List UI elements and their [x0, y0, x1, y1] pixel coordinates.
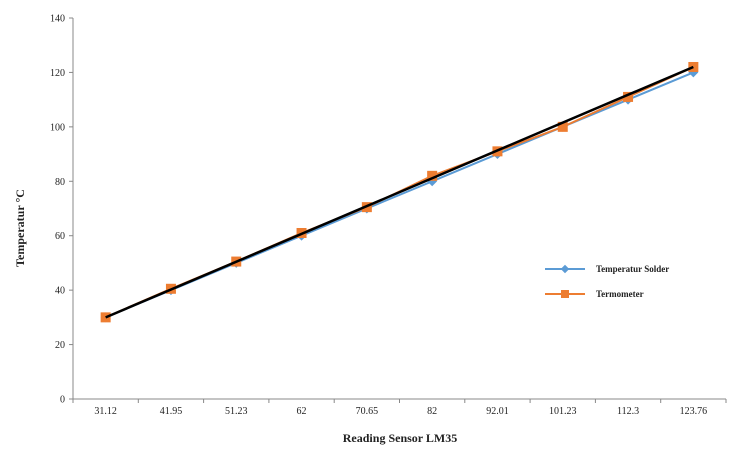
x-tick-label: 70.65 — [356, 406, 379, 417]
y-tick-label: 0 — [60, 395, 65, 406]
y-tick-label: 60 — [55, 231, 65, 242]
y-tick-label: 120 — [50, 68, 65, 79]
trendline — [105, 65, 694, 319]
x-tick-label: 101.23 — [549, 406, 577, 417]
x-tick-label: 31.12 — [94, 406, 117, 417]
axes — [72, 18, 726, 400]
y-tick-label: 20 — [55, 340, 65, 351]
x-tick-label: 123.76 — [680, 406, 708, 417]
legend-marker-termometer — [561, 290, 569, 298]
x-axis-ticks: 31.12 41.95 51.23 62 70.65 82 92.01 101.23 112.3… — [72, 399, 727, 417]
y-tick-label: 140 — [50, 14, 65, 25]
legend-label-termometer: Termometer — [596, 289, 644, 299]
legend-marker-temperatur-solder — [560, 264, 570, 274]
legend: Temperatur Solder Termometer — [545, 264, 669, 299]
y-axis-ticks: 0 20 40 60 80 100 120 140 — [50, 14, 73, 406]
data-point — [557, 121, 568, 132]
x-tick-label: 92.01 — [486, 406, 509, 417]
legend-item-temperatur-solder: Temperatur Solder — [545, 264, 669, 274]
data-point — [427, 170, 438, 181]
y-tick-label: 80 — [55, 177, 65, 188]
legend-label-temperatur-solder: Temperatur Solder — [596, 264, 669, 274]
x-tick-label: 82 — [427, 406, 437, 417]
x-tick-label: 51.23 — [225, 406, 248, 417]
x-axis-title: Reading Sensor LM35 — [343, 431, 457, 445]
y-tick-label: 40 — [55, 286, 65, 297]
y-axis-title: Temperatur °C — [13, 189, 27, 267]
x-tick-label: 41.95 — [160, 406, 183, 417]
x-tick-label: 62 — [297, 406, 307, 417]
data-point — [623, 91, 634, 102]
trendline-layer — [105, 65, 694, 319]
x-tick-label: 112.3 — [617, 406, 639, 417]
y-tick-label: 100 — [50, 122, 65, 133]
legend-item-termometer: Termometer — [545, 289, 644, 299]
